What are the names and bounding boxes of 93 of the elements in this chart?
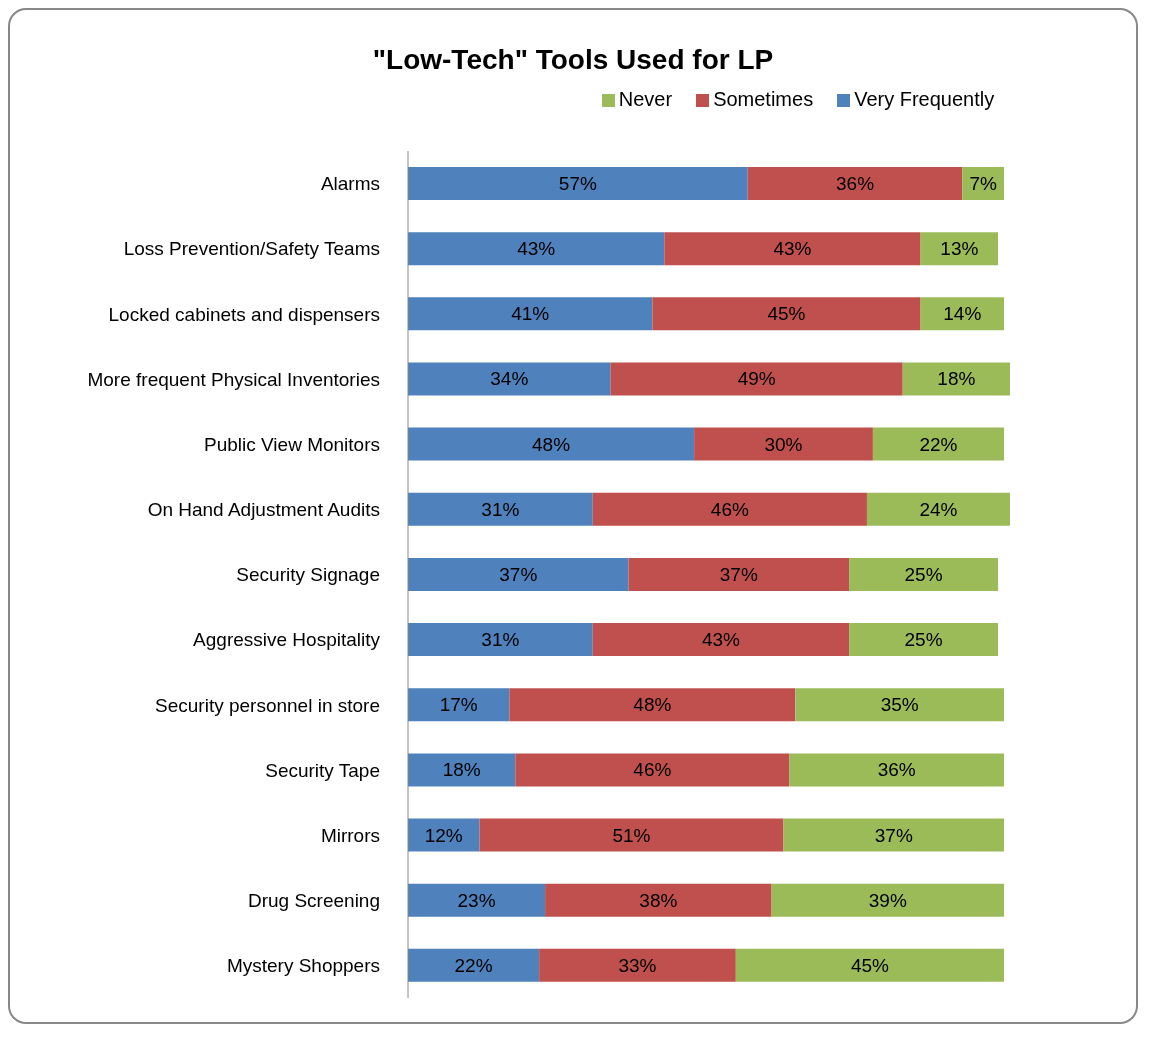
y-tick-label: Public View Monitors	[203, 433, 380, 455]
data-label: 43%	[773, 238, 812, 260]
data-label: 25%	[904, 563, 943, 585]
data-label: 17%	[439, 694, 478, 716]
bar	[652, 297, 921, 331]
bar	[694, 427, 873, 461]
bar	[628, 557, 850, 591]
bar	[783, 818, 1005, 852]
y-tick-label: Mirrors	[320, 824, 380, 846]
bar	[902, 362, 1010, 396]
data-label: 46%	[633, 759, 672, 781]
data-label: 48%	[532, 433, 571, 455]
bar	[479, 818, 784, 852]
data-label: 23%	[457, 889, 496, 911]
data-label: 41%	[511, 303, 550, 325]
bar	[408, 948, 540, 982]
data-label: 25%	[904, 629, 943, 651]
bar	[408, 883, 546, 917]
data-label: 43%	[517, 238, 556, 260]
bar	[408, 362, 611, 396]
data-label: 34%	[490, 368, 529, 390]
data-label: 18%	[937, 368, 976, 390]
data-label: 14%	[943, 303, 982, 325]
data-label: 37%	[499, 563, 538, 585]
legend-label: Sometimes	[713, 88, 814, 110]
bar	[789, 753, 1005, 787]
data-label: 12%	[424, 824, 463, 846]
bar	[872, 427, 1005, 461]
data-label: 7%	[969, 173, 998, 194]
data-label: 35%	[880, 694, 919, 716]
y-tick-label: Loss Prevention/Safety Teams	[123, 238, 380, 260]
bar	[747, 167, 963, 200]
data-label: 57%	[558, 173, 597, 194]
data-label: 48%	[633, 694, 672, 716]
bar	[771, 883, 1005, 917]
bar	[592, 623, 850, 657]
y-tick-label: Security Signage	[236, 564, 380, 586]
bar	[408, 688, 510, 722]
bar	[539, 948, 736, 982]
bar	[866, 492, 1010, 526]
legend-label: Very Frequently	[854, 88, 995, 110]
bar	[408, 427, 695, 461]
data-label: 18%	[442, 759, 481, 781]
bar	[408, 557, 629, 591]
chart-title: "Low-Tech" Tools Used for LP	[371, 44, 775, 77]
bar	[664, 232, 921, 266]
y-tick-label: Security Tape	[265, 759, 380, 781]
data-label: 30%	[764, 433, 803, 455]
bar	[408, 492, 593, 526]
data-label: 37%	[874, 824, 913, 846]
y-tick-label: Mystery Shoppers	[226, 955, 380, 977]
bar	[545, 883, 772, 917]
bar	[735, 948, 1005, 982]
data-label: 36%	[877, 759, 916, 781]
bar	[592, 492, 867, 526]
bar	[408, 623, 593, 657]
bar	[408, 753, 516, 787]
bar	[849, 557, 999, 591]
bar	[515, 753, 790, 787]
data-label: 38%	[639, 889, 678, 911]
data-label: 13%	[940, 238, 979, 260]
bar	[610, 362, 903, 396]
y-tick-label: Drug Screening	[247, 890, 380, 912]
data-label: 22%	[919, 433, 958, 455]
bar	[849, 623, 999, 657]
data-label: 31%	[481, 498, 520, 520]
bar	[408, 297, 653, 331]
data-label: 43%	[701, 629, 741, 651]
y-tick-label: More frequent Physical Inventories	[87, 368, 380, 390]
data-label: 51%	[612, 824, 651, 846]
data-label: 45%	[767, 303, 806, 325]
data-label: 39%	[868, 889, 907, 911]
y-tick-label: Security personnel in store	[155, 694, 380, 716]
bar	[509, 688, 796, 722]
bar	[408, 232, 665, 266]
bar	[920, 232, 999, 266]
y-tick-label: On Hand Adjustment Audits	[147, 499, 380, 521]
bar	[795, 688, 1005, 722]
data-label: 33%	[618, 954, 657, 976]
data-label: 24%	[919, 498, 958, 520]
data-label: 45%	[850, 954, 890, 976]
data-label: 22%	[454, 954, 493, 976]
y-tick-label: Locked cabinets and dispensers	[108, 303, 380, 325]
bar	[408, 167, 748, 200]
data-label: 37%	[719, 563, 758, 585]
data-label: 49%	[737, 368, 776, 390]
data-label: 36%	[836, 173, 875, 194]
y-tick-label: Alarms	[320, 173, 380, 195]
y-tick-label: Aggressive Hospitality	[193, 629, 381, 651]
data-label: 31%	[481, 629, 520, 651]
bar	[920, 297, 1005, 331]
data-label: 46%	[710, 498, 749, 520]
legend-label: Never	[618, 88, 673, 110]
